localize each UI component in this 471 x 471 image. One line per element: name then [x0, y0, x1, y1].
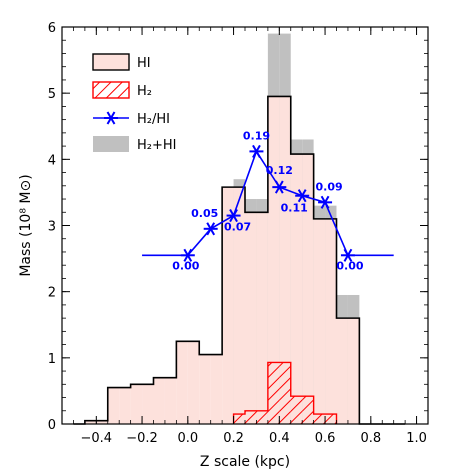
bar-hi [107, 387, 120, 424]
bar-hi [142, 384, 154, 424]
bar-hi [302, 154, 314, 425]
bar-hi [176, 341, 188, 424]
bar-h2 [325, 414, 337, 424]
ratio-line [142, 149, 394, 257]
y-tick-label: 0 [48, 418, 56, 433]
legend-ratio-star [104, 111, 118, 125]
bar-hi [199, 354, 211, 424]
bar-hi [84, 420, 97, 424]
axes: −0.4 −0.2 0.0 0.2 0.4 0.6 0.8 1.0 0 1 2 3 4 5 6 [48, 21, 429, 446]
x-tick-label: 1.0 [406, 431, 427, 446]
ratio-point [318, 195, 333, 209]
bar-h2 [302, 396, 314, 424]
bar-h2 [245, 410, 257, 424]
y-tick-label: 3 [48, 220, 56, 235]
bar-hi [313, 218, 326, 424]
bar-hi [233, 187, 245, 424]
bar-hi [336, 318, 348, 424]
bar-hi [119, 387, 131, 424]
bar-h2 [267, 362, 280, 424]
bar-h2 [313, 414, 326, 424]
ratio-label: 0.09 [315, 180, 342, 193]
bar-hi [256, 212, 268, 424]
legend-sum-label: H₂+HI [137, 138, 177, 153]
legend-ratio-label: H₂/HI [137, 112, 170, 127]
ratio-label: 0.05 [191, 207, 218, 220]
hi-outline [73, 95, 406, 425]
y-tick-label: 4 [48, 153, 56, 168]
ratio-label: 0.00 [336, 259, 363, 272]
bar-hi [130, 384, 143, 424]
ratio-point [272, 180, 287, 194]
x-tick-label: 0.8 [360, 431, 381, 446]
bar-hi [267, 96, 280, 424]
y-axis-title: Mass (10⁸ M⊙) [18, 174, 34, 276]
legend: HI H₂ H₂/HI H₂+HI [92, 53, 177, 153]
bar-hi [96, 420, 108, 424]
bar-hi [153, 377, 165, 424]
legend-hi-swatch [92, 53, 130, 71]
y-tick-label: 5 [48, 87, 56, 102]
ratio-label: 0.19 [243, 129, 270, 142]
bar-hi [290, 154, 303, 425]
ratio-label: 0.11 [281, 202, 308, 215]
ratio-point [340, 248, 355, 262]
bar-h2 [279, 362, 291, 424]
ratio-label: 0.07 [224, 221, 251, 234]
bar-hi [347, 318, 360, 424]
x-axis-title: Z scale (kpc) [200, 454, 290, 470]
bar-hi [245, 212, 257, 424]
ratio-point [203, 222, 218, 236]
x-tick-label: 0.4 [269, 431, 290, 446]
bar-hi [210, 354, 223, 424]
legend-h2-label: H₂ [137, 84, 152, 99]
ratio-point [226, 209, 241, 223]
ratio-point [180, 248, 195, 262]
legend-h2-swatch [92, 81, 130, 99]
overlay: 0.00 0.05 0.07 0.19 0.12 0.11 0.09 0.00 [73, 95, 406, 425]
x-tick-label: 0.2 [223, 431, 244, 446]
legend-hi-label: HI [137, 56, 151, 71]
y-tick-label: 2 [48, 286, 56, 301]
x-tick-label: 0.0 [177, 431, 198, 446]
legend-sum-swatch [93, 136, 129, 152]
h2-outline [232, 361, 338, 424]
y-tick-label: 1 [48, 352, 56, 367]
x-tick-label: −0.2 [126, 431, 158, 446]
bar-hi [279, 96, 291, 424]
ratio-label: 0.12 [266, 164, 293, 177]
ratio-label: 0.00 [172, 259, 199, 272]
x-tick-label: −0.4 [81, 431, 113, 446]
bar-h2 [256, 410, 268, 424]
y-tick-label: 6 [48, 21, 56, 36]
ratio-point [249, 144, 264, 158]
ratio-point [295, 189, 310, 203]
bar-hi [164, 377, 177, 424]
x-tick-label: 0.6 [315, 431, 336, 446]
bar-h2 [233, 414, 245, 424]
bar-h2 [290, 396, 303, 424]
bar-hi [325, 218, 337, 424]
bar-hi [187, 341, 200, 424]
bar-hi [222, 187, 234, 424]
plot-area [84, 33, 360, 425]
